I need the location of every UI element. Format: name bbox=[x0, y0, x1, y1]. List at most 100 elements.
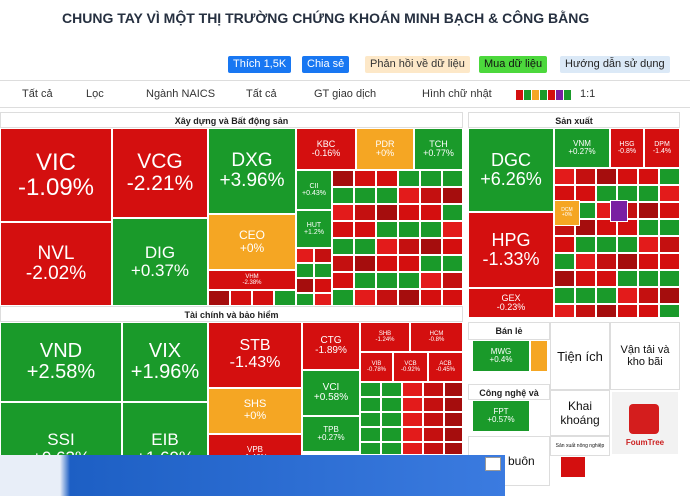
tile-change: +3.96% bbox=[219, 170, 285, 191]
tile-change: -0.23% bbox=[496, 302, 526, 312]
cell bbox=[398, 221, 420, 238]
button[interactable]: Hướng dẫn sử dụng bbox=[560, 56, 670, 73]
cell bbox=[402, 442, 423, 455]
tile-symbol: VCI bbox=[322, 381, 340, 393]
cell bbox=[617, 168, 638, 185]
tile-symbol: STB bbox=[239, 337, 271, 355]
cell bbox=[420, 255, 442, 272]
color-swatch[interactable] bbox=[516, 90, 523, 100]
cell bbox=[420, 221, 442, 238]
cell bbox=[638, 219, 659, 236]
cell bbox=[659, 253, 680, 270]
tile-change: +0.43% bbox=[302, 190, 326, 197]
cell bbox=[354, 170, 376, 187]
tile: CTG -1.89% bbox=[302, 322, 360, 370]
cell bbox=[296, 248, 314, 263]
tile-symbol: DXG bbox=[231, 150, 273, 172]
cell bbox=[575, 304, 596, 318]
cell bbox=[617, 287, 638, 304]
cell bbox=[314, 293, 332, 306]
ad-banner[interactable] bbox=[0, 455, 505, 496]
toolbar-item[interactable]: Lọc bbox=[86, 88, 104, 100]
cell bbox=[376, 204, 398, 221]
button[interactable]: Phản hồi về dữ liệu bbox=[365, 56, 470, 73]
cell bbox=[360, 412, 381, 427]
tile-change: -2.38% bbox=[242, 280, 262, 286]
tile-symbol: HCM bbox=[429, 330, 444, 337]
cell bbox=[423, 397, 444, 412]
tile: VNM +0.27% bbox=[554, 128, 610, 168]
tile-symbol: VND bbox=[39, 340, 83, 362]
sector-label: Sản xuất nông nghiệp bbox=[550, 436, 610, 456]
logo-icon bbox=[629, 404, 659, 434]
toolbar-item[interactable]: Hình chữ nhật bbox=[422, 88, 492, 100]
tile: FPT +0.57% bbox=[472, 400, 530, 432]
cell bbox=[381, 442, 402, 455]
cell bbox=[354, 289, 376, 306]
cell bbox=[638, 304, 659, 318]
cell bbox=[596, 185, 617, 202]
toolbar-item[interactable]: Ngành NAICS bbox=[146, 88, 216, 100]
tile: VHM -2.38% bbox=[208, 270, 296, 290]
color-swatch[interactable] bbox=[524, 90, 531, 100]
tile-symbol: TCH bbox=[429, 138, 448, 149]
tile-change: -0.78% bbox=[366, 367, 386, 373]
cell bbox=[575, 185, 596, 202]
cell bbox=[420, 272, 442, 289]
cell bbox=[442, 238, 463, 255]
cell bbox=[360, 382, 381, 397]
toolbar-item[interactable]: Tất cả bbox=[246, 88, 277, 100]
sector-label: Tiện ích bbox=[550, 322, 610, 390]
cell bbox=[398, 255, 420, 272]
cell bbox=[617, 236, 638, 253]
button[interactable]: Chia sẻ bbox=[302, 56, 350, 73]
cell bbox=[376, 255, 398, 272]
cell bbox=[659, 185, 680, 202]
tile-change: +0.57% bbox=[487, 415, 515, 424]
cell bbox=[596, 270, 617, 287]
color-swatch[interactable] bbox=[548, 90, 555, 100]
cell bbox=[575, 253, 596, 270]
cell bbox=[376, 170, 398, 187]
cell bbox=[332, 255, 354, 272]
tile-symbol: DCM bbox=[561, 206, 573, 213]
ad-close[interactable] bbox=[485, 457, 501, 471]
toolbar-item[interactable]: Tất cả bbox=[22, 88, 53, 100]
cell bbox=[296, 278, 314, 293]
cell bbox=[274, 290, 296, 306]
tile-change: +0.77% bbox=[423, 148, 454, 158]
cell bbox=[596, 253, 617, 270]
cell bbox=[444, 412, 463, 427]
tile-symbol: VCB bbox=[404, 360, 417, 367]
tile-symbol: KBC bbox=[316, 138, 336, 149]
cell bbox=[402, 397, 423, 412]
color-swatch[interactable] bbox=[540, 90, 547, 100]
tile: VCB -0.92% bbox=[393, 352, 428, 382]
cell bbox=[420, 170, 442, 187]
color-swatch[interactable] bbox=[564, 90, 571, 100]
tile-symbol: VCG bbox=[137, 149, 183, 173]
tile-change: -1.33% bbox=[482, 249, 540, 269]
cell bbox=[332, 187, 354, 204]
color-swatch[interactable] bbox=[532, 90, 539, 100]
toolbar-item[interactable]: GT giao dịch bbox=[314, 88, 377, 100]
cell bbox=[442, 255, 463, 272]
button[interactable]: Mua dữ liệu bbox=[479, 56, 548, 73]
cell bbox=[398, 272, 420, 289]
cell bbox=[442, 221, 463, 238]
tile: DCM +0% bbox=[554, 200, 580, 226]
tile-symbol: PDR bbox=[375, 138, 395, 149]
cell bbox=[354, 238, 376, 255]
color-swatch[interactable] bbox=[556, 90, 563, 100]
cell bbox=[638, 287, 659, 304]
toolbar-item[interactable]: 1:1 bbox=[580, 88, 596, 100]
cell bbox=[575, 270, 596, 287]
button[interactable]: Thích 1,5K bbox=[228, 56, 292, 73]
tile-symbol: DGC bbox=[491, 150, 531, 171]
cell bbox=[596, 219, 617, 236]
tile-symbol: VIX bbox=[148, 340, 182, 362]
tile: NVL -2.02% bbox=[0, 222, 112, 306]
tile-symbol: VNM bbox=[573, 138, 591, 148]
cell bbox=[596, 304, 617, 318]
